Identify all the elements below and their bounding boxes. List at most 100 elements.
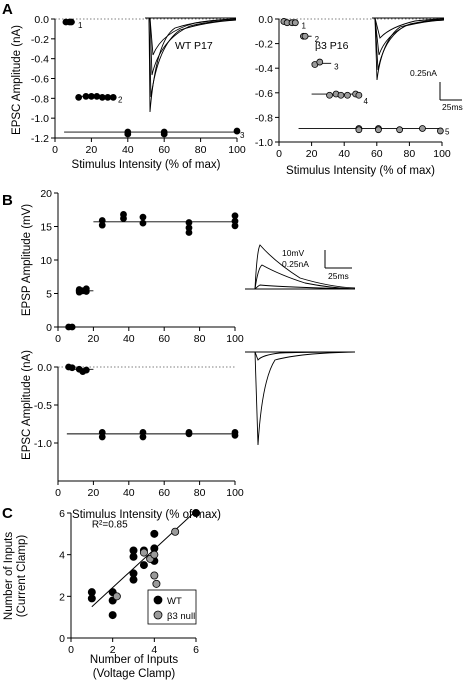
y-tick-label: 0 <box>46 322 52 334</box>
data-point <box>355 126 363 134</box>
panel-label-a: A <box>2 1 13 18</box>
data-point <box>171 527 180 536</box>
inset-label-wt: WT P17 <box>175 40 213 52</box>
data-point <box>301 32 309 40</box>
level-label: 5 <box>445 127 450 136</box>
x-tick-label: 20 <box>86 144 98 156</box>
data-point <box>436 127 444 135</box>
x-tick-label: 100 <box>228 144 246 156</box>
y-tick-label: -1.0 <box>34 438 52 450</box>
x-axis-label: Stimulus Intensity (% of max) <box>286 165 435 177</box>
level-label: 3 <box>240 131 245 140</box>
data-point <box>67 18 75 26</box>
level-label: 1 <box>302 22 307 31</box>
data-point <box>291 19 299 27</box>
x-tick-label: 2 <box>110 644 116 656</box>
data-point <box>112 592 121 601</box>
data-point <box>337 91 345 99</box>
trace-epsp-large <box>252 244 356 290</box>
panel-label-b: B <box>2 192 13 209</box>
data-point <box>191 508 200 517</box>
data-point <box>139 433 147 441</box>
data-point <box>129 575 138 584</box>
y-tick-label: 4 <box>59 550 65 562</box>
x-tick-label: 40 <box>123 487 135 499</box>
data-point <box>98 433 106 441</box>
x-tick-label: 60 <box>371 148 383 160</box>
data-point <box>185 219 193 226</box>
scale-bar-amplitude-label: 10mV <box>282 248 305 258</box>
x-tick-label: 60 <box>158 144 170 156</box>
y-tick-label: -0.8 <box>255 112 273 124</box>
x-tick-label: 4 <box>151 644 157 656</box>
level-label: 1 <box>78 21 83 30</box>
x-axis-label-2: (Voltage Clamp) <box>93 668 176 680</box>
data-point <box>375 126 382 134</box>
data-point <box>68 364 76 372</box>
y-tick-label: 15 <box>40 222 52 234</box>
x-tick-label: 0 <box>276 148 282 160</box>
data-point <box>160 130 168 138</box>
scale-bar-time-label: 25ms <box>442 102 463 112</box>
x-tick-label: 60 <box>158 487 170 499</box>
y-tick-label: -0.4 <box>255 63 273 75</box>
x-tick-label: 0 <box>55 333 61 345</box>
trace-epsc-1 <box>147 17 237 76</box>
y-tick-label: -0.5 <box>34 400 52 412</box>
trace-epsp-small <box>252 284 356 290</box>
x-tick-label: 80 <box>404 148 416 160</box>
trace-epsc-2 <box>147 17 237 98</box>
data-point <box>396 126 404 134</box>
data-point <box>355 91 363 99</box>
trace-epsc-small <box>253 351 356 361</box>
scale-bar-amplitude2-label: 0.25nA <box>282 259 309 269</box>
x-tick-label: 0 <box>55 487 61 499</box>
level-label: 4 <box>364 97 369 106</box>
data-point <box>82 285 90 293</box>
x-tick-label: 20 <box>88 333 100 345</box>
data-point <box>129 552 138 561</box>
x-tick-label: 40 <box>123 333 135 345</box>
trace-epsc-3 <box>147 17 237 113</box>
y-tick-label: -1.0 <box>255 137 273 149</box>
scale-bar-time-label: 25ms <box>328 271 349 281</box>
x-tick-label: 100 <box>226 487 244 499</box>
legend-marker <box>153 595 163 605</box>
x-axis-label: Stimulus Intensity (% of max) <box>72 509 221 521</box>
trace-epsc-2 <box>373 17 445 39</box>
x-tick-label: 0 <box>52 144 58 156</box>
r-squared-annotation: R²=0.85 <box>92 520 128 531</box>
trace-epsc-large <box>253 351 356 446</box>
x-tick-label: 80 <box>194 487 206 499</box>
x-tick-label: 80 <box>194 333 206 345</box>
plot-b-bottom: 0.0 -0.5 -1.0 0 20 40 60 80 100 EPSC Amplitude (n… <box>21 350 244 521</box>
data-point <box>150 571 159 580</box>
data-point <box>120 211 127 218</box>
x-tick-label: 20 <box>88 487 100 499</box>
data-point <box>150 550 159 559</box>
trace-epsc-4 <box>373 17 445 71</box>
data-point <box>233 127 241 135</box>
y-tick-label: -0.2 <box>255 39 273 51</box>
y-tick-label: 0 <box>59 633 65 645</box>
level-label: 3 <box>334 62 339 71</box>
y-axis-label: EPSP Amplitude (mV) <box>21 204 33 316</box>
y-tick-label: 2 <box>59 591 65 603</box>
y-tick-label: -0.2 <box>31 34 49 46</box>
trace-epsp-medium <box>252 264 356 290</box>
data-point <box>139 561 148 570</box>
data-point <box>82 366 90 374</box>
x-tick-label: 100 <box>226 333 244 345</box>
plot-a-left: 0.0 -0.2 -0.4 -0.6 -0.8 -1.0 -1.20 20 40 60 80 100 E… <box>11 14 246 171</box>
y-tick-label: -0.4 <box>31 54 49 66</box>
legend: WT β3 null <box>147 589 197 625</box>
data-point <box>68 323 76 331</box>
x-tick-label: 40 <box>338 148 350 160</box>
x-tick-label: 6 <box>193 644 199 656</box>
data-point <box>152 579 161 588</box>
data-point <box>150 529 159 538</box>
y-tick-label: 10 <box>40 255 52 267</box>
